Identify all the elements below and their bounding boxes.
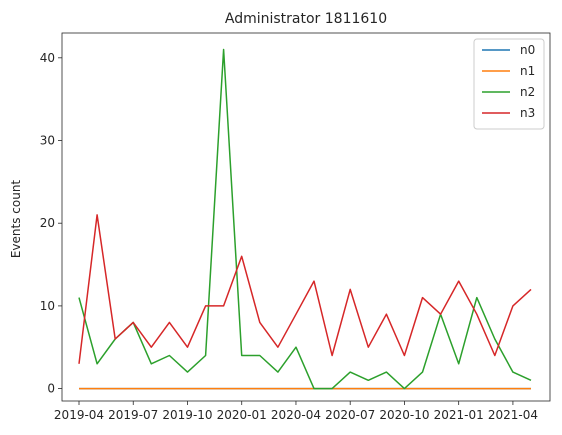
series-line-n2	[78, 48, 532, 390]
x-tick-label: 2021-04	[488, 408, 538, 422]
y-axis-label: Events count	[9, 180, 23, 259]
y-tick-label: 40	[40, 51, 55, 65]
x-tick-label: 2021-01	[434, 408, 484, 422]
x-tick-label: 2019-10	[162, 408, 212, 422]
legend-label-n1: n1	[520, 64, 535, 78]
x-tick-label: 2020-01	[217, 408, 267, 422]
y-tick-label: 20	[40, 216, 55, 230]
y-tick-label: 0	[47, 382, 55, 396]
y-axis: 0 10 20 30 40	[40, 51, 62, 396]
x-tick-label: 2020-07	[325, 408, 375, 422]
y-tick-label: 10	[40, 299, 55, 313]
legend-label-n3: n3	[520, 106, 535, 120]
x-tick-label: 2019-04	[54, 408, 104, 422]
legend-label-n2: n2	[520, 85, 535, 99]
x-axis: 2019-04 2019-07 2019-10 2020-01 2020-04 2020-…	[54, 401, 538, 422]
legend-label-n0: n0	[520, 43, 535, 57]
series-layer	[78, 48, 532, 390]
x-tick-label: 2019-07	[108, 408, 158, 422]
legend: n0 n1 n2 n3	[473, 38, 545, 130]
series-line-n3	[78, 214, 532, 364]
legend-box	[473, 38, 545, 130]
x-tick-label: 2020-10	[379, 408, 429, 422]
chart-title: Administrator 1811610	[225, 11, 387, 27]
plot-frame	[61, 32, 551, 402]
y-tick-label: 30	[40, 134, 55, 148]
x-tick-label: 2020-04	[271, 408, 321, 422]
